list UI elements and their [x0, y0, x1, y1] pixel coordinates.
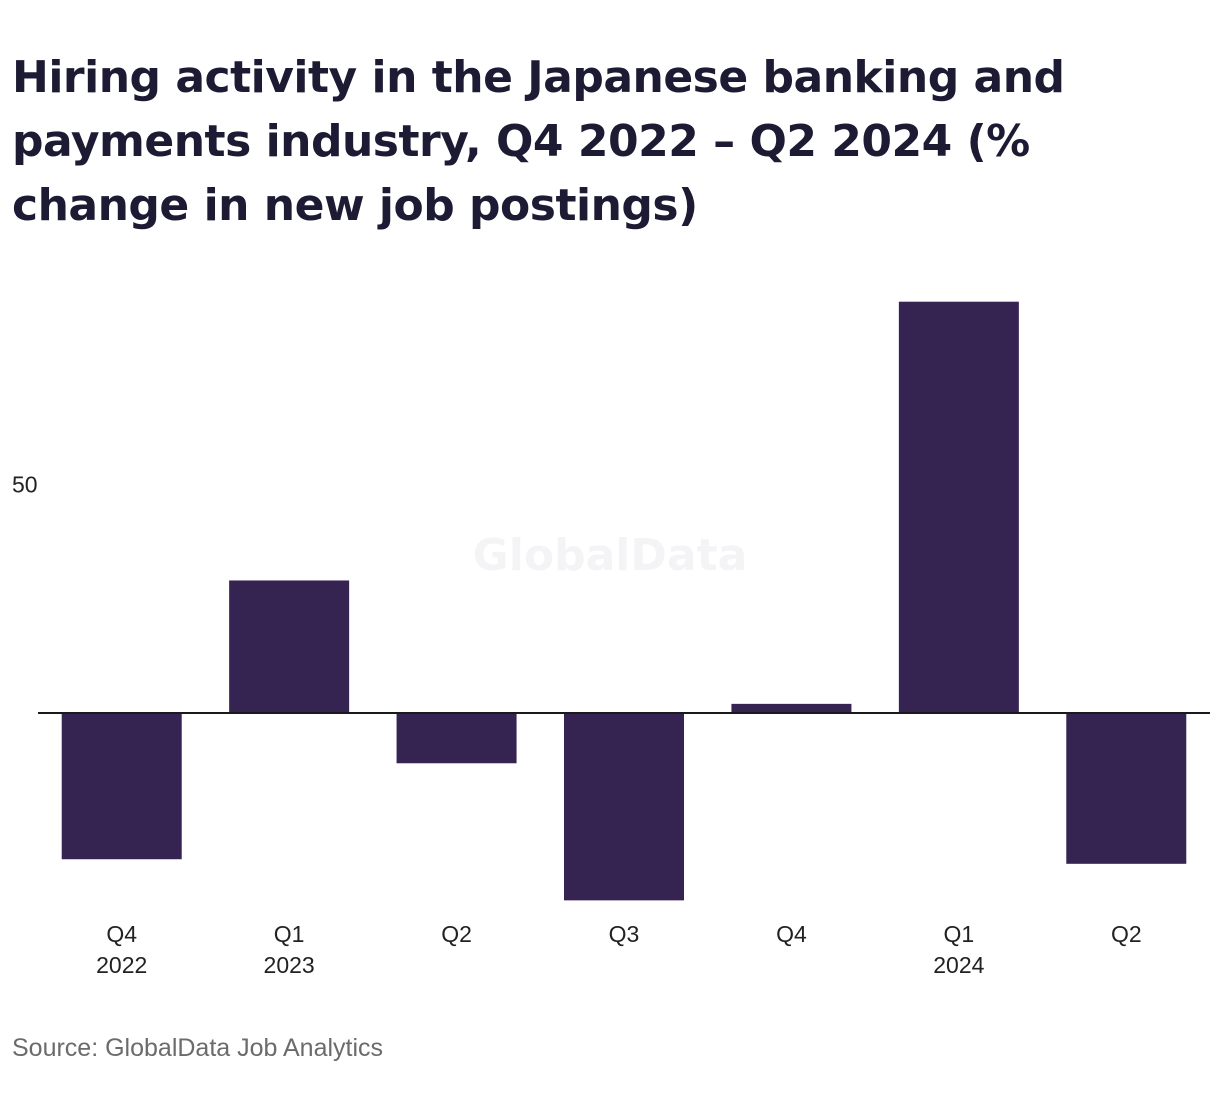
x-tick-label: Q1 — [274, 921, 305, 947]
y-tick-label: 50 — [12, 472, 38, 498]
x-tick-label: 2024 — [933, 952, 984, 978]
bars — [61, 301, 1187, 901]
bar — [731, 703, 852, 713]
x-tick-label: Q1 — [944, 921, 975, 947]
x-tick-label: Q4 — [776, 921, 807, 947]
x-tick-label: Q2 — [1111, 921, 1142, 947]
bar — [1066, 713, 1187, 864]
x-axis-labels: Q4 2022 Q1 2023 Q2 Q3 Q4 Q1 2024 Q2 — [96, 921, 1142, 978]
watermark: GlobalData — [473, 530, 748, 581]
x-tick-label: 2023 — [264, 952, 315, 978]
bar — [898, 301, 1019, 713]
source-note: Source: GlobalData Job Analytics — [12, 1034, 384, 1062]
x-tick-label: Q4 — [106, 921, 137, 947]
bar — [229, 580, 350, 713]
chart-title: Hiring activity in the Japanese banking … — [12, 52, 1065, 231]
x-tick-label: 2022 — [96, 952, 147, 978]
y-axis-ticks: 50 — [12, 472, 38, 498]
bar — [396, 713, 517, 764]
x-tick-label: Q2 — [441, 921, 472, 947]
bar — [564, 713, 684, 901]
bar — [61, 713, 182, 860]
x-tick-label: Q3 — [609, 921, 640, 947]
